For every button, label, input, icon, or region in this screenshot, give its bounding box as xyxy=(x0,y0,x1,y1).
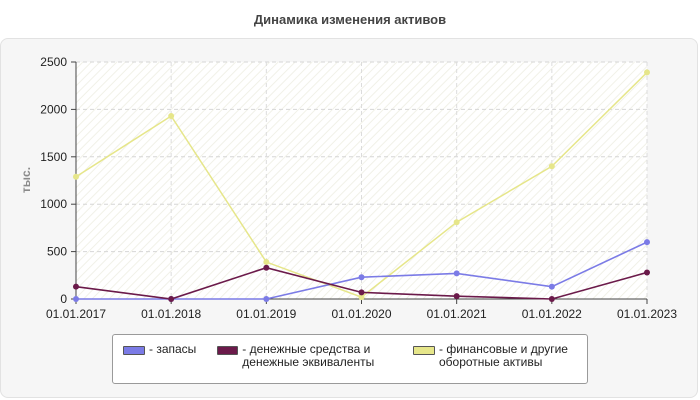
data-point-1[interactable] xyxy=(263,264,270,271)
legend: - запасы - денежные средства и денежные … xyxy=(112,334,588,384)
legend-item-financial[interactable]: - финансовые и другие оборотные активы xyxy=(413,343,583,369)
y-tick-label: 2000 xyxy=(40,102,67,116)
data-point-1[interactable] xyxy=(73,283,79,290)
data-point-0[interactable] xyxy=(263,296,270,302)
chart-title: Динамика изменения активов xyxy=(253,12,447,27)
x-tick-label: 01.01.2023 xyxy=(617,307,677,321)
data-point-1[interactable] xyxy=(644,269,650,276)
data-point-2[interactable] xyxy=(168,113,175,120)
x-tick-label: 01.01.2022 xyxy=(522,307,582,321)
data-point-0[interactable] xyxy=(453,270,460,277)
data-point-1[interactable] xyxy=(168,296,175,302)
data-point-2[interactable] xyxy=(644,69,650,76)
y-tick-label: 1000 xyxy=(40,197,67,211)
data-point-2[interactable] xyxy=(453,219,460,226)
data-point-1[interactable] xyxy=(548,296,555,302)
legend-label-financial: - финансовые и другие оборотные активы xyxy=(439,342,568,369)
legend-swatch-financial xyxy=(413,346,435,355)
y-tick-label: 2500 xyxy=(40,55,67,69)
x-tick-label: 01.01.2019 xyxy=(236,307,296,321)
data-point-2[interactable] xyxy=(73,173,79,180)
legend-label-cash: - денежные средства и денежные эквивален… xyxy=(242,342,375,369)
series-layer xyxy=(73,69,650,302)
data-point-0[interactable] xyxy=(644,239,650,246)
y-tick-label: 1500 xyxy=(40,150,67,164)
x-tick-label: 01.01.2017 xyxy=(46,307,106,321)
legend-item-inventory[interactable]: - запасы xyxy=(123,343,196,356)
data-point-0[interactable] xyxy=(358,274,365,281)
legend-label-inventory: - запасы xyxy=(149,342,197,356)
y-tick-label: 0 xyxy=(60,292,67,306)
x-tick-label: 01.01.2021 xyxy=(427,307,487,321)
y-tick-label: 500 xyxy=(47,245,67,259)
legend-swatch-cash xyxy=(217,346,239,355)
y-axis-label: тыс. xyxy=(19,167,33,193)
data-point-1[interactable] xyxy=(358,289,365,296)
x-tick-label: 01.01.2018 xyxy=(141,307,201,321)
data-point-0[interactable] xyxy=(73,296,79,302)
legend-swatch-inventory xyxy=(123,346,145,355)
data-point-2[interactable] xyxy=(358,294,365,301)
data-point-1[interactable] xyxy=(453,293,460,300)
legend-item-cash[interactable]: - денежные средства и денежные эквивален… xyxy=(217,343,387,369)
tick-labels: 0 500 1000 1500 2000 2500 01.01.2017 01.01.2018… xyxy=(40,55,677,321)
data-point-2[interactable] xyxy=(548,163,555,170)
data-point-0[interactable] xyxy=(548,283,555,290)
x-tick-label: 01.01.2020 xyxy=(331,307,391,321)
data-point-2[interactable] xyxy=(263,259,270,266)
